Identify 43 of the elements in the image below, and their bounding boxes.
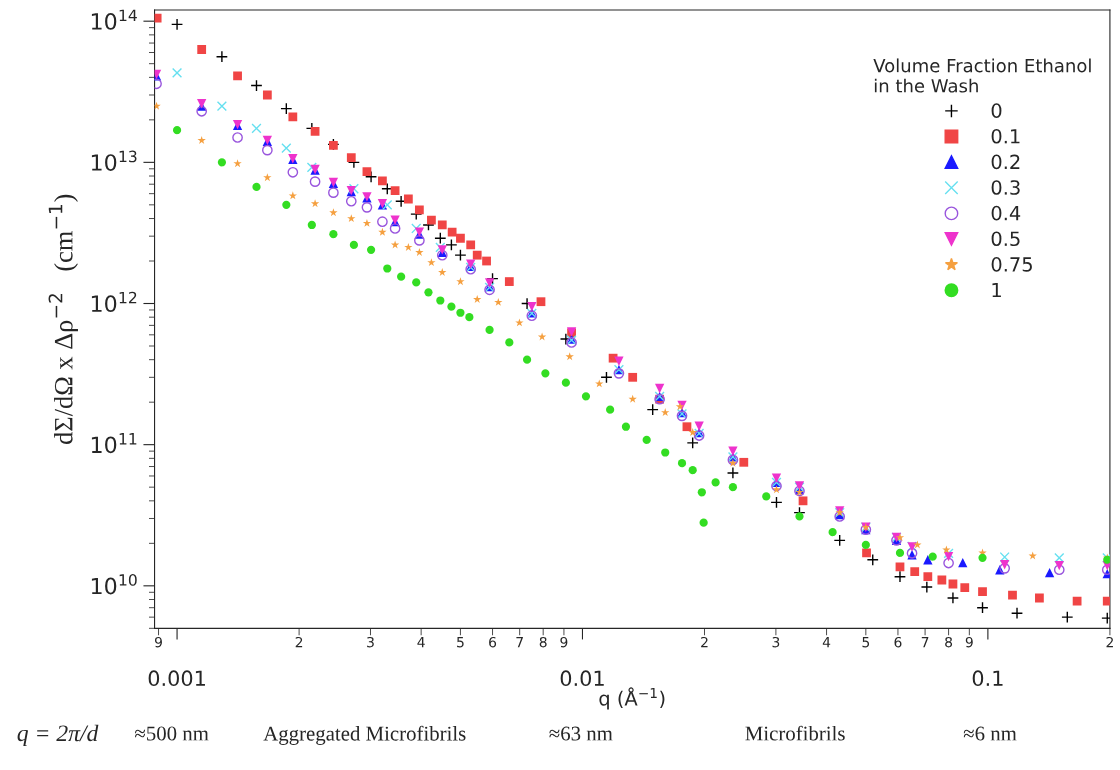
y-tick-label: 10$^{11}$ [91,433,137,454]
text: 5 [862,637,870,648]
y-tick-label: 10$^{10}$ [91,574,137,595]
text: 2 [701,636,708,648]
text: 4 [822,637,831,648]
y-tick-label: 10$^{14}$ [91,9,137,30]
text: 9 [965,636,973,648]
text: ≈63 nm [549,726,613,741]
text: Microfibrils [745,725,845,741]
text: 2 [295,636,303,648]
text: 7 [921,637,929,648]
text: 4 [417,637,425,648]
text: 8 [945,636,953,648]
text: 8 [539,636,547,648]
text: 7 [516,637,523,648]
text: 6 [894,636,902,648]
x-tick-label: 0.001 [148,670,205,687]
text: Aggregated Microfibrils [263,725,466,745]
y-tick-label: 10$^{12}$ [91,291,137,313]
text: 5 [457,637,464,648]
legend-title: Volume Fraction Ethanol in the Wash [873,58,1091,93]
text: 9 [560,636,568,648]
text: 3 [367,636,374,648]
legend-label: 0.75 [991,257,1032,272]
text: 3 [772,636,780,648]
legend-label: 1 [992,282,1001,298]
y-tick-label: 10$^{13}$ [91,150,137,171]
legend-label: 0.5 [991,231,1020,247]
text: dΣ/dΩ x Δρ$^{−2}$ (cm$^{−1}$) [48,194,78,444]
text: q = 2π/d [17,724,99,747]
legend-label: 0.4 [991,205,1021,221]
x-axis-title: q (Å$^{−1}$) [599,687,665,710]
legend-label: 0.2 [991,154,1020,170]
x-tick-label: 0.01 [560,670,604,687]
text: ≈6 nm [963,726,1017,741]
text: 6 [489,636,497,648]
legend-label: 0.3 [991,180,1020,195]
legend-label: 0 [991,103,1002,118]
text: 9 [154,636,162,648]
text: ≈500 nm [134,726,209,741]
text: 2 [1106,636,1113,648]
x-tick-label: 0.1 [972,670,1003,687]
legend-label: 0.1 [991,128,1020,144]
